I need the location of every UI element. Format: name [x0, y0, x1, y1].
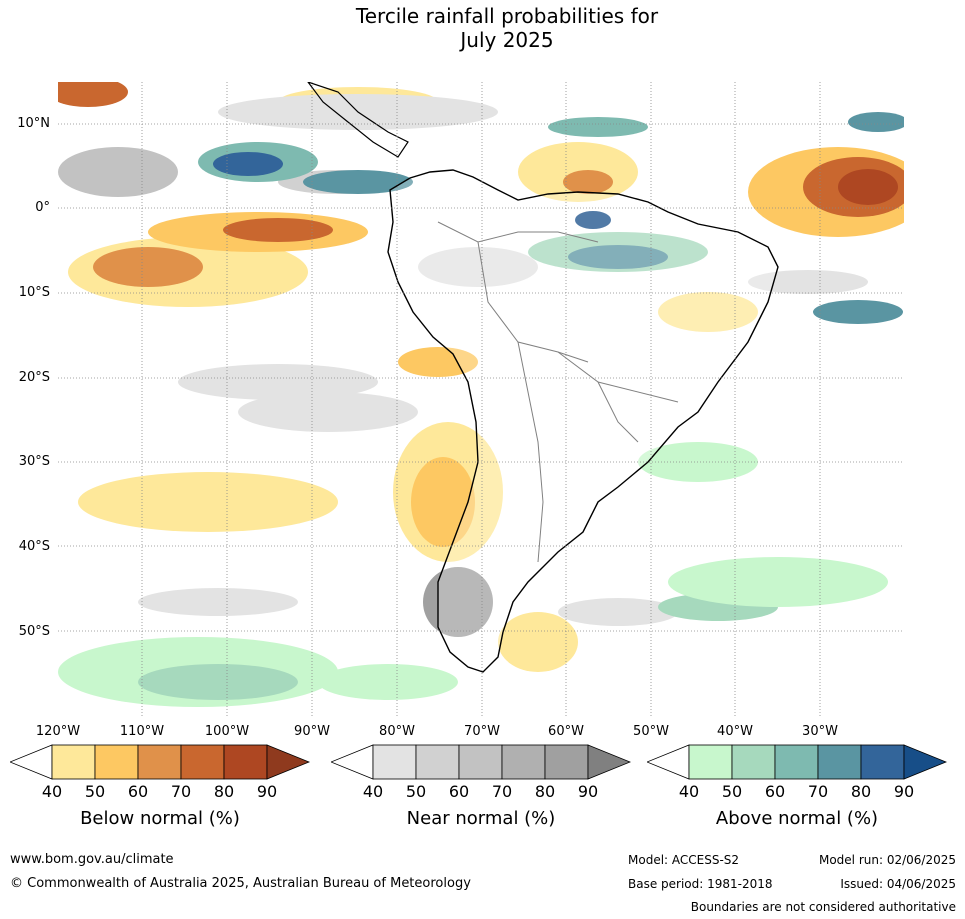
south-america-coastline	[387, 169, 779, 673]
base-period-text: Base period: 1981-2018	[628, 877, 773, 891]
tick: 40	[41, 782, 63, 801]
tick: 80	[213, 782, 235, 801]
lat-label-10s: 10°S	[18, 285, 50, 300]
tick: 60	[764, 782, 786, 801]
colorbar-near-title: Near normal (%)	[406, 808, 556, 829]
lon-label-40w: 40°W	[717, 724, 753, 739]
lat-label-0: 0°	[35, 200, 50, 215]
title-line-2: July 2025	[460, 28, 554, 52]
model-run-text: Model run: 02/06/2025	[818, 853, 956, 867]
tick: 80	[534, 782, 556, 801]
tick: 90	[577, 782, 599, 801]
colorbar-above-title: Above normal (%)	[715, 808, 879, 829]
tick: 70	[491, 782, 513, 801]
lat-label-10n: 10°N	[17, 116, 50, 131]
lon-label-100w: 100°W	[204, 724, 250, 739]
tick: 60	[448, 782, 470, 801]
lon-label-30w: 30°W	[802, 724, 838, 739]
lat-label-50s: 50°S	[18, 624, 50, 639]
colorbar-near-normal	[331, 744, 631, 780]
disclaimer-text: Boundaries are not considered authoritat…	[690, 900, 956, 914]
graticule	[58, 82, 904, 716]
lon-label-90w: 90°W	[294, 724, 330, 739]
tick: 50	[405, 782, 427, 801]
website-link[interactable]: www.bom.gov.au/climate	[10, 852, 174, 867]
tick: 90	[256, 782, 278, 801]
tick: 50	[84, 782, 106, 801]
colorbar-below-normal	[10, 744, 310, 780]
lon-label-120w: 120°W	[35, 724, 81, 739]
lon-label-60w: 60°W	[548, 724, 584, 739]
lat-label-40s: 40°S	[18, 539, 50, 554]
country-borders	[437, 221, 679, 563]
central-america-coastline	[307, 82, 409, 158]
tick: 60	[127, 782, 149, 801]
lat-label-30s: 30°S	[18, 454, 50, 469]
lat-label-20s: 20°S	[18, 370, 50, 385]
probability-map	[58, 82, 904, 716]
tick: 40	[678, 782, 700, 801]
tick: 90	[893, 782, 915, 801]
title-line-1: Tercile rainfall probabilities for	[355, 4, 659, 28]
tick: 50	[721, 782, 743, 801]
lon-label-50w: 50°W	[633, 724, 669, 739]
tick: 40	[362, 782, 384, 801]
lon-label-110w: 110°W	[119, 724, 165, 739]
issued-text: Issued: 04/06/2025	[840, 877, 956, 891]
colorbar-below-title: Below normal (%)	[80, 808, 240, 829]
lon-label-80w: 80°W	[379, 724, 415, 739]
above-normal-patches	[58, 112, 904, 707]
model-text: Model: ACCESS-S2	[628, 853, 740, 867]
below-normal-patches	[58, 82, 904, 672]
map-title: Tercile rainfall probabilities for July …	[0, 4, 965, 52]
tick: 70	[807, 782, 829, 801]
tick: 80	[850, 782, 872, 801]
tick: 70	[170, 782, 192, 801]
colorbar-above-normal	[647, 744, 947, 780]
lon-label-70w: 70°W	[464, 724, 500, 739]
copyright-text: © Commonwealth of Australia 2025, Austra…	[10, 876, 471, 891]
